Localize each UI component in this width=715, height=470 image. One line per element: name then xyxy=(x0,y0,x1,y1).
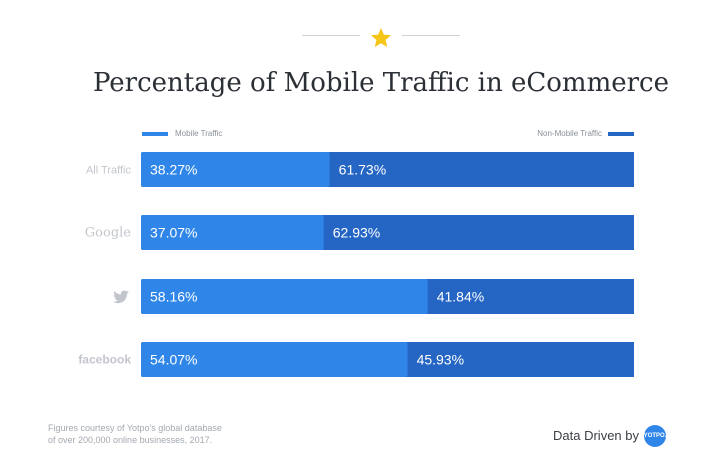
legend-non-mobile-swatch xyxy=(608,131,634,136)
brand-credit: Data Driven by xyxy=(553,428,639,443)
legend-non-mobile-label: Non-Mobile Traffic xyxy=(537,129,602,138)
star-icon xyxy=(371,28,391,47)
legend-mobile: Mobile Traffic xyxy=(142,129,222,138)
data-label-non-mobile-google: 62.93% xyxy=(333,225,380,241)
bar-mobile-all-traffic xyxy=(141,152,330,187)
data-label-mobile-twitter: 58.16% xyxy=(150,289,197,305)
legend-non-mobile: Non-Mobile Traffic xyxy=(537,129,634,138)
data-label-non-mobile-facebook: 45.93% xyxy=(417,352,464,368)
bar-non-mobile-all-traffic xyxy=(329,152,634,187)
legend-mobile-label: Mobile Traffic xyxy=(175,129,223,138)
category-label-facebook: facebook xyxy=(78,353,131,367)
data-label-non-mobile-all-traffic: 61.73% xyxy=(339,162,386,178)
decorative-line-left xyxy=(302,35,360,36)
bar-mobile-facebook xyxy=(141,342,408,377)
bar-mobile-twitter xyxy=(141,279,428,314)
data-label-mobile-facebook: 54.07% xyxy=(150,352,197,368)
bar-non-mobile-twitter xyxy=(427,279,634,314)
category-label-all-traffic: All Traffic xyxy=(86,165,132,177)
footnote-line-1: Figures courtesy of Yotpo's global datab… xyxy=(48,423,222,433)
bar-non-mobile-google xyxy=(323,215,634,250)
data-label-mobile-google: 37.07% xyxy=(150,225,197,241)
data-label-non-mobile-twitter: 41.84% xyxy=(437,289,484,305)
chart-title: Percentage of Mobile Traffic in eCommerc… xyxy=(92,68,670,98)
yotpo-logo: YOTPO. xyxy=(644,425,666,447)
footnote: Figures courtesy of Yotpo's global datab… xyxy=(48,422,248,446)
bar-non-mobile-facebook xyxy=(407,342,634,377)
category-label-google: Google xyxy=(85,226,132,241)
decorative-line-right xyxy=(402,35,460,36)
data-label-mobile-all-traffic: 38.27% xyxy=(150,162,197,178)
footnote-line-2: of over 200,000 online businesses, 2017. xyxy=(48,435,213,445)
legend-mobile-swatch xyxy=(142,131,168,136)
bar-mobile-google xyxy=(141,215,324,250)
twitter-bird-icon xyxy=(113,290,129,304)
